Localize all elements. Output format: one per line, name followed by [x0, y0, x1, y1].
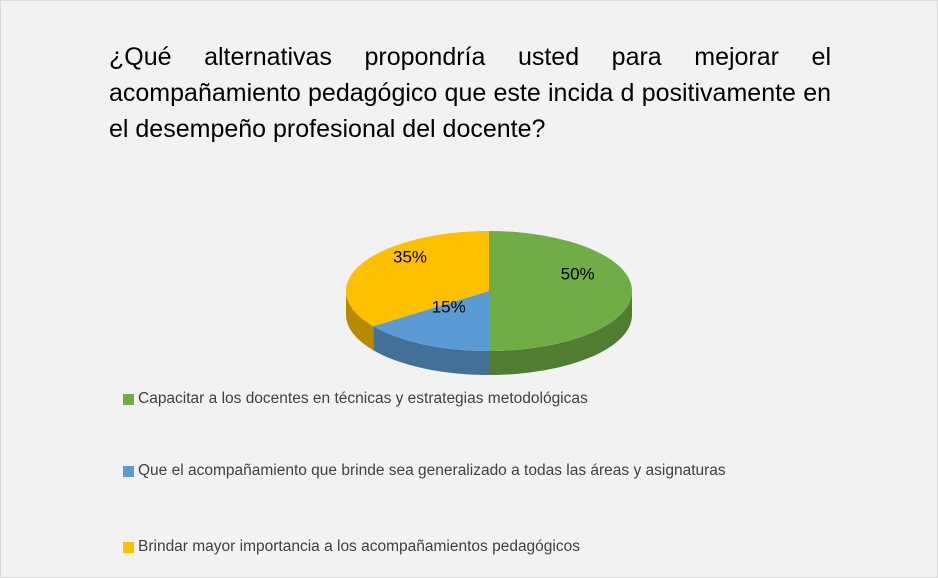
- slice-top: [346, 231, 489, 327]
- legend-item: Capacitar a los docentes en técnicas y e…: [123, 383, 843, 415]
- legend-label: Que el acompañamiento que brinde sea gen…: [138, 462, 726, 479]
- legend-item: Que el acompañamiento que brinde sea gen…: [123, 455, 843, 487]
- pie-slice: [373, 291, 489, 375]
- slice-top: [489, 231, 632, 351]
- chart-title: ¿Qué alternativas propondría usted para …: [109, 43, 831, 143]
- slice-side: [346, 291, 374, 351]
- legend-swatch: [123, 466, 134, 477]
- data-label: 35%: [393, 248, 427, 267]
- legend-label: Capacitar a los docentes en técnicas y e…: [138, 390, 588, 407]
- slice-side: [373, 326, 489, 375]
- legend-label: Brindar mayor importancia a los acompaña…: [138, 538, 580, 555]
- pie-slice: [346, 231, 489, 351]
- legend-swatch: [123, 394, 134, 405]
- data-label: 50%: [561, 264, 595, 283]
- legend-item: Brindar mayor importancia a los acompaña…: [123, 531, 843, 563]
- slice-top: [373, 291, 489, 351]
- legend-swatch: [123, 542, 134, 553]
- data-label: 15%: [432, 298, 466, 317]
- pie-slice: [489, 231, 632, 375]
- slice-side: [489, 291, 632, 375]
